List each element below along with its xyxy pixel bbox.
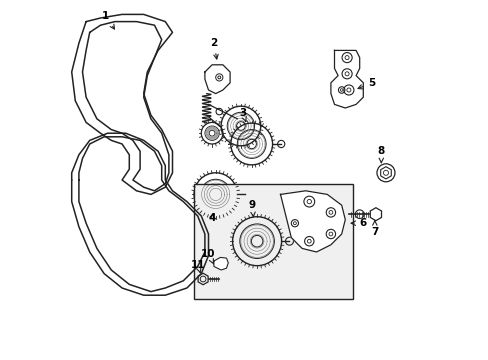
Text: 10: 10 xyxy=(201,249,215,264)
Text: 2: 2 xyxy=(210,38,218,59)
Text: 6: 6 xyxy=(350,218,366,228)
Bar xyxy=(194,184,352,299)
Text: 9: 9 xyxy=(248,200,255,217)
Text: 11: 11 xyxy=(190,260,204,273)
Text: 1: 1 xyxy=(102,11,114,29)
Polygon shape xyxy=(280,191,345,252)
Text: 8: 8 xyxy=(377,146,384,163)
Polygon shape xyxy=(213,257,228,270)
Text: 3: 3 xyxy=(239,108,246,121)
Text: 5: 5 xyxy=(357,78,375,89)
Text: 4: 4 xyxy=(208,213,215,223)
Text: 7: 7 xyxy=(370,221,378,237)
